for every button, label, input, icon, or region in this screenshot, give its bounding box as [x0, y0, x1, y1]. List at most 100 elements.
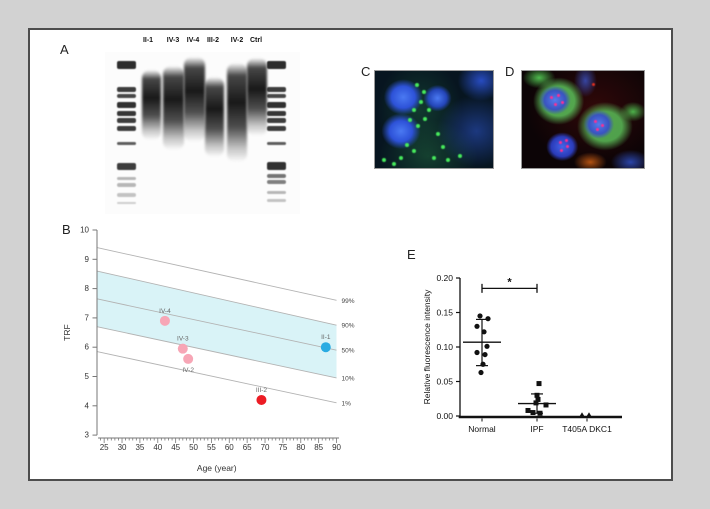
x-tick-label: 90 — [332, 443, 341, 452]
ladder-band — [117, 87, 136, 92]
ladder-band — [117, 193, 136, 197]
gel-lane-label: IV-4 — [186, 37, 200, 44]
magenta-puncta — [564, 138, 568, 142]
green-puncta — [418, 100, 423, 105]
x-axis-title: Age (year) — [197, 463, 237, 473]
x-tick-label: 85 — [314, 443, 323, 452]
gel-lane-label: III-2 — [206, 37, 220, 44]
y-axis-title: Relative fluorescence intensity — [422, 289, 432, 405]
ladder-band — [117, 94, 136, 98]
x-tick-label: 60 — [225, 443, 234, 452]
scatter-point — [579, 412, 585, 418]
y-tick-label: 4 — [85, 401, 90, 410]
ladder-band — [267, 118, 286, 123]
percentile-label: 10% — [342, 375, 355, 382]
percentile-label: 90% — [342, 323, 355, 330]
ladder-band — [267, 162, 286, 170]
magenta-puncta — [561, 101, 565, 105]
gel-lane-label: IV-2 — [230, 37, 244, 44]
panel-e-label: E — [407, 247, 417, 262]
scatter-point — [536, 381, 542, 387]
green-puncta — [416, 124, 421, 129]
microscopy-image-d — [521, 70, 645, 169]
x-category-label: Normal — [468, 424, 496, 434]
x-tick-label: 30 — [118, 443, 127, 452]
panel-d-label: D — [505, 64, 515, 79]
ladder-band — [117, 177, 136, 180]
magenta-puncta — [565, 144, 569, 148]
ladder-band — [117, 118, 136, 123]
y-tick-label: 7 — [85, 313, 90, 322]
scatter-point — [535, 396, 541, 402]
ladder-band — [117, 61, 136, 69]
data-point-IV-3 — [177, 343, 188, 354]
ladder-band — [267, 94, 286, 98]
scatter-point — [484, 343, 490, 349]
figure-box: A II-1 IV-3 IV-4 III-2 IV-2 Ctrl B 99% 90… — [28, 28, 673, 481]
green-puncta — [457, 154, 462, 159]
percentile-label: 99% — [342, 298, 355, 305]
y-tick-label: 10 — [80, 226, 89, 235]
green-puncta — [382, 158, 387, 163]
x-tick-label: 25 — [100, 443, 109, 452]
scatter-point — [543, 402, 549, 408]
ladder-band — [267, 87, 286, 92]
green-puncta — [411, 148, 416, 153]
y-tick-label: 0.05 — [436, 377, 453, 387]
data-point-II-1 — [320, 342, 331, 353]
data-point-IV-4 — [159, 315, 170, 326]
y-tick-label: 0.10 — [436, 342, 453, 352]
gel-lane-label: II-1 — [142, 37, 154, 44]
y-axis-title: TRF — [62, 324, 72, 341]
ladder-band — [117, 102, 136, 108]
panel-a-label: A — [60, 42, 70, 57]
green-puncta — [423, 116, 428, 121]
scatter-point — [586, 412, 592, 418]
sample-lane-smear — [184, 57, 205, 142]
ladder-band — [117, 163, 136, 170]
x-category-label: IPF — [530, 424, 543, 434]
green-puncta — [422, 90, 427, 95]
ladder-band — [267, 126, 286, 131]
ladder-band — [117, 202, 136, 204]
scatter-point — [480, 361, 486, 367]
scatter-point — [485, 316, 491, 322]
ladder-band — [267, 180, 286, 184]
percentile-label: 50% — [342, 348, 355, 355]
ladder-band — [117, 142, 136, 145]
gel-lane-label: Ctrl — [249, 37, 263, 44]
ladder-band — [117, 126, 136, 131]
sample-lane-smear — [205, 77, 224, 157]
percentile-line — [96, 351, 337, 404]
magenta-puncta — [596, 128, 600, 132]
sample-lane-smear — [142, 70, 161, 140]
x-category-label: T405A DKC1 — [562, 424, 612, 434]
panel-c-label: C — [361, 64, 371, 79]
green-puncta — [426, 107, 431, 112]
data-point-label: III-2 — [256, 387, 268, 394]
green-puncta — [441, 144, 446, 149]
scatter-point — [533, 400, 539, 406]
scatter-point — [474, 323, 480, 329]
ladder-band — [267, 199, 286, 202]
data-point-III-2 — [256, 394, 267, 405]
ladder-band — [267, 111, 286, 116]
scatter-point — [477, 313, 483, 319]
sample-lane-smear — [227, 63, 247, 162]
x-tick-label: 75 — [278, 443, 287, 452]
green-puncta — [411, 107, 416, 112]
green-puncta — [436, 132, 441, 137]
ladder-band — [267, 102, 286, 108]
y-tick-label: 3 — [85, 431, 90, 440]
percentile-label: 1% — [342, 400, 352, 407]
fluorescence-intensity-chart: 0.00 0.05 0.10 0.15 0.20 Relative fluorescenc… — [422, 273, 622, 434]
x-tick-label: 80 — [296, 443, 305, 452]
data-point-label: IV-4 — [159, 308, 171, 315]
data-point-label: IV-3 — [177, 336, 189, 343]
ladder-band — [117, 111, 136, 116]
ladder-band — [267, 174, 286, 178]
scatter-point — [482, 351, 488, 358]
magenta-puncta — [553, 103, 557, 106]
x-tick-label: 50 — [189, 443, 198, 452]
